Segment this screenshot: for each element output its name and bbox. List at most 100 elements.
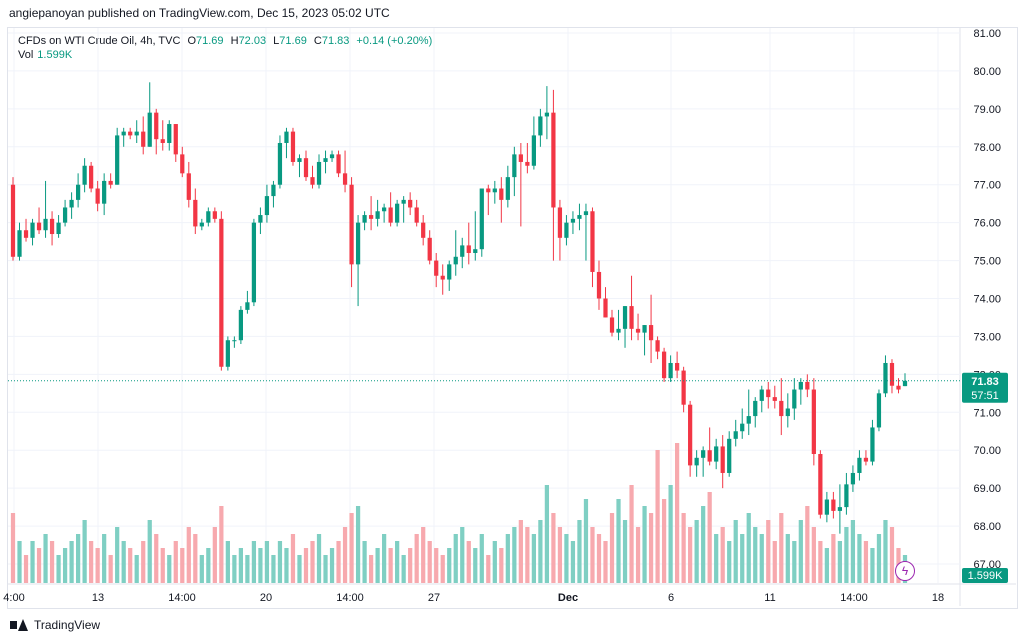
- volume-bar: [635, 527, 641, 583]
- candle-body: [824, 499, 829, 515]
- volume-bar: [870, 548, 875, 583]
- candle-body: [512, 154, 517, 178]
- volume-bar: [531, 534, 536, 583]
- volume-bar: [473, 548, 478, 583]
- candle-body: [785, 408, 790, 417]
- candle-body: [766, 389, 771, 398]
- volume-bar: [518, 520, 523, 583]
- volume-bar: [499, 548, 504, 583]
- chart-frame[interactable]: [7, 27, 1018, 609]
- volume-bar: [792, 541, 797, 583]
- candle-body: [186, 173, 191, 200]
- volume-bar: [460, 527, 465, 583]
- candle-body: [382, 207, 387, 212]
- volume-bar: [655, 450, 660, 583]
- candle-body: [525, 161, 530, 166]
- candle-body: [531, 135, 536, 166]
- candle-body: [134, 131, 139, 136]
- volume-bar: [232, 555, 237, 583]
- volume-bar: [193, 534, 198, 583]
- candle-body: [193, 199, 198, 227]
- candle-body: [857, 457, 862, 473]
- x-tick-label: 18: [932, 592, 944, 604]
- legend-title: CFDs on WTI Crude Oil, 4h, TVC: [18, 35, 181, 47]
- y-tick-label: 75.00: [973, 256, 1001, 268]
- volume-bar: [701, 506, 706, 583]
- candle-body: [303, 158, 309, 178]
- volume-bar: [251, 541, 257, 583]
- volume-bar: [310, 541, 315, 583]
- candle-body: [603, 298, 608, 318]
- candle-body: [154, 112, 159, 140]
- volume-bar: [694, 520, 699, 583]
- candle-body: [902, 380, 908, 387]
- volume-bar: [596, 534, 602, 583]
- candle-body: [792, 389, 797, 409]
- volume-bar: [89, 541, 94, 583]
- candle-body: [258, 215, 263, 223]
- candle-body: [453, 256, 458, 265]
- volume-bar: [395, 541, 400, 583]
- volume-bar: [453, 534, 458, 583]
- volume-bar: [746, 513, 751, 583]
- volume-bar: [355, 506, 361, 583]
- candle-body: [36, 222, 42, 231]
- volume-bar: [811, 527, 816, 583]
- candle-body: [251, 222, 257, 303]
- candle-body: [297, 158, 302, 162]
- volume-bar: [857, 534, 862, 583]
- candle-body: [160, 139, 165, 143]
- candle-body: [635, 328, 641, 333]
- volume-bar: [290, 534, 296, 583]
- volume-value: 1.599K: [37, 49, 73, 61]
- candle-body: [447, 264, 452, 280]
- volume-bar: [609, 513, 615, 583]
- volume-bar: [342, 527, 348, 583]
- candle-body: [108, 180, 113, 185]
- volume-bar: [303, 548, 309, 583]
- candle-body: [56, 222, 61, 235]
- candle-body: [368, 215, 374, 219]
- volume-bar: [258, 548, 263, 583]
- volume-bar: [544, 485, 550, 583]
- volume-bar: [401, 555, 406, 583]
- candle-body: [518, 154, 523, 162]
- candle-body: [661, 351, 667, 379]
- candle-body: [414, 207, 419, 223]
- y-tick-label: 80.00: [973, 66, 1001, 78]
- volume-bar: [414, 534, 419, 583]
- volume-bar: [206, 548, 211, 583]
- volume-bar: [160, 548, 165, 583]
- candle-body: [225, 340, 230, 367]
- volume-bar: [440, 555, 445, 583]
- candle-body: [753, 400, 758, 417]
- candle-body: [219, 218, 224, 367]
- volume-bar: [434, 548, 439, 583]
- candle-body: [622, 306, 628, 329]
- x-tick-label: 14:00: [168, 592, 196, 604]
- chart-legend: CFDs on WTI Crude Oil, 4h, TVC O71.69 H7…: [18, 33, 432, 49]
- legend-open-label: O: [187, 35, 197, 47]
- volume-bar: [95, 548, 100, 583]
- volume-bar: [49, 541, 55, 583]
- volume-bar: [863, 541, 869, 583]
- candle-body: [883, 362, 888, 394]
- volume-bar: [264, 541, 270, 583]
- candle-body: [583, 211, 589, 216]
- volume-bar: [382, 534, 387, 583]
- current-price-label: 71.83: [971, 376, 999, 388]
- candle-body: [473, 249, 478, 253]
- volume-legend: Vol 1.599K: [18, 49, 72, 61]
- candle-body: [147, 112, 152, 147]
- volume-bar: [824, 548, 829, 583]
- lightning-icon[interactable]: ϟ: [895, 561, 915, 581]
- candle-body: [460, 245, 465, 257]
- volume-bar: [271, 555, 276, 583]
- candle-body: [668, 362, 673, 379]
- y-tick-label: 79.00: [973, 104, 1001, 116]
- legend-open-value: 71.69: [196, 35, 224, 47]
- candle-body: [805, 381, 810, 390]
- candle-body: [590, 211, 595, 272]
- candle-body: [740, 423, 745, 432]
